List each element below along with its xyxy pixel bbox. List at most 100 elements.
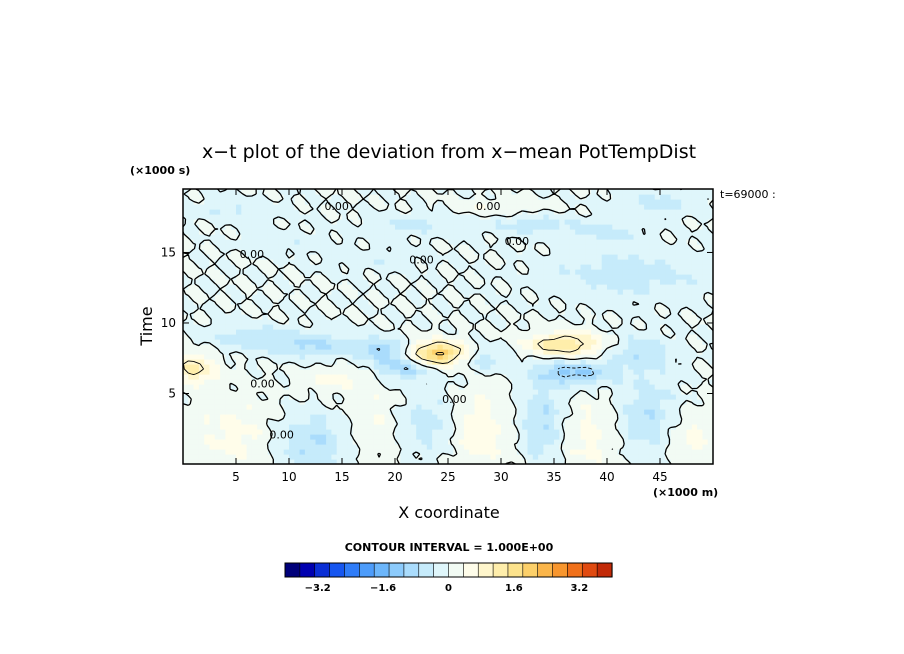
heatmap-cell	[707, 289, 713, 295]
heatmap-cell	[596, 329, 603, 335]
heatmap-cell	[675, 254, 682, 260]
heatmap-cell	[543, 409, 550, 415]
heatmap-cell	[479, 429, 486, 435]
heatmap-cell	[596, 324, 603, 330]
heatmap-cell	[225, 359, 232, 365]
heatmap-cell	[283, 429, 290, 435]
heatmap-cell	[516, 379, 523, 385]
heatmap-cell	[548, 344, 555, 350]
heatmap-cell	[257, 449, 264, 455]
heatmap-cell	[389, 394, 396, 400]
heatmap-cell	[607, 254, 613, 260]
heatmap-cell	[585, 449, 592, 455]
heatmap-cell	[543, 399, 550, 405]
heatmap-cell	[278, 229, 285, 235]
heatmap-cell	[336, 229, 343, 235]
heatmap-cell	[326, 409, 332, 415]
heatmap-cell	[304, 414, 311, 420]
heatmap-cell	[463, 239, 470, 245]
heatmap-cell	[373, 454, 380, 460]
heatmap-cell	[569, 449, 576, 455]
heatmap-cell	[437, 454, 444, 460]
heatmap-cell	[612, 289, 619, 295]
heatmap-cell	[665, 374, 672, 380]
heatmap-cell	[670, 384, 677, 390]
heatmap-cell	[278, 419, 285, 425]
heatmap-cell	[649, 389, 656, 395]
heatmap-cell	[416, 444, 423, 450]
heatmap-cell	[225, 264, 232, 270]
heatmap-cell	[681, 404, 688, 410]
heatmap-cell	[474, 439, 481, 445]
heatmap-cell	[548, 404, 555, 410]
heatmap-cell	[569, 434, 576, 440]
heatmap-cell	[633, 234, 640, 240]
heatmap-cell	[336, 319, 343, 325]
heatmap-cell	[649, 289, 656, 295]
heatmap-cell	[564, 319, 571, 325]
heatmap-cell	[400, 409, 407, 415]
heatmap-cell	[352, 414, 359, 420]
heatmap-cell	[554, 239, 560, 245]
heatmap-cell	[453, 379, 460, 385]
heatmap-cell	[400, 294, 407, 300]
heatmap-cell	[622, 279, 629, 285]
heatmap-cell	[363, 369, 370, 375]
heatmap-cell	[267, 394, 274, 400]
heatmap-cell	[368, 339, 375, 345]
heatmap-cell	[638, 234, 645, 240]
heatmap-cell	[241, 314, 248, 320]
heatmap-cell	[633, 284, 640, 290]
heatmap-cell	[209, 244, 216, 250]
heatmap-cell	[474, 254, 481, 260]
heatmap-cell	[426, 324, 433, 330]
heatmap-cell	[501, 234, 507, 240]
heatmap-cell	[697, 219, 703, 225]
heatmap-cell	[532, 439, 539, 445]
heatmap-cell	[543, 219, 550, 225]
heatmap-cell	[628, 279, 635, 285]
heatmap-cell	[675, 389, 682, 395]
heatmap-cell	[395, 379, 401, 385]
heatmap-cell	[516, 394, 523, 400]
heatmap-cell	[638, 404, 645, 410]
heatmap-cell	[220, 234, 226, 240]
heatmap-cell	[644, 454, 650, 460]
heatmap-cell	[384, 229, 391, 235]
heatmap-cell	[580, 449, 587, 455]
heatmap-cell	[580, 294, 587, 300]
heatmap-cell	[569, 389, 576, 395]
heatmap-cell	[400, 454, 407, 460]
heatmap-cell	[442, 419, 449, 425]
heatmap-cell	[548, 269, 555, 275]
heatmap-cell	[596, 284, 603, 290]
heatmap-cell	[543, 389, 550, 395]
heatmap-cell	[379, 364, 385, 370]
heatmap-cell	[580, 274, 587, 280]
heatmap-cell	[230, 279, 237, 285]
heatmap-cell	[448, 394, 454, 400]
heatmap-cell	[564, 249, 571, 255]
heatmap-cell	[432, 459, 438, 464]
heatmap-cell	[278, 414, 285, 420]
heatmap-cell	[278, 349, 285, 355]
heatmap-cell	[241, 404, 248, 410]
heatmap-cell	[357, 399, 364, 405]
heatmap-cell	[463, 434, 470, 440]
heatmap-cell	[278, 444, 285, 450]
heatmap-cell	[670, 254, 677, 260]
heatmap-cell	[633, 239, 640, 245]
heatmap-cell	[299, 254, 306, 260]
heatmap-cell	[342, 369, 348, 375]
heatmap-cell	[405, 414, 412, 420]
heatmap-cell	[257, 369, 264, 375]
heatmap-cell	[241, 289, 248, 295]
heatmap-cell	[469, 409, 476, 415]
heatmap-cell	[707, 259, 713, 265]
heatmap-cell	[585, 254, 592, 260]
heatmap-cell	[273, 364, 279, 370]
heatmap-cell	[193, 369, 200, 375]
heatmap-cell	[326, 374, 332, 380]
heatmap-cell	[506, 414, 513, 420]
heatmap-cell	[691, 399, 698, 405]
